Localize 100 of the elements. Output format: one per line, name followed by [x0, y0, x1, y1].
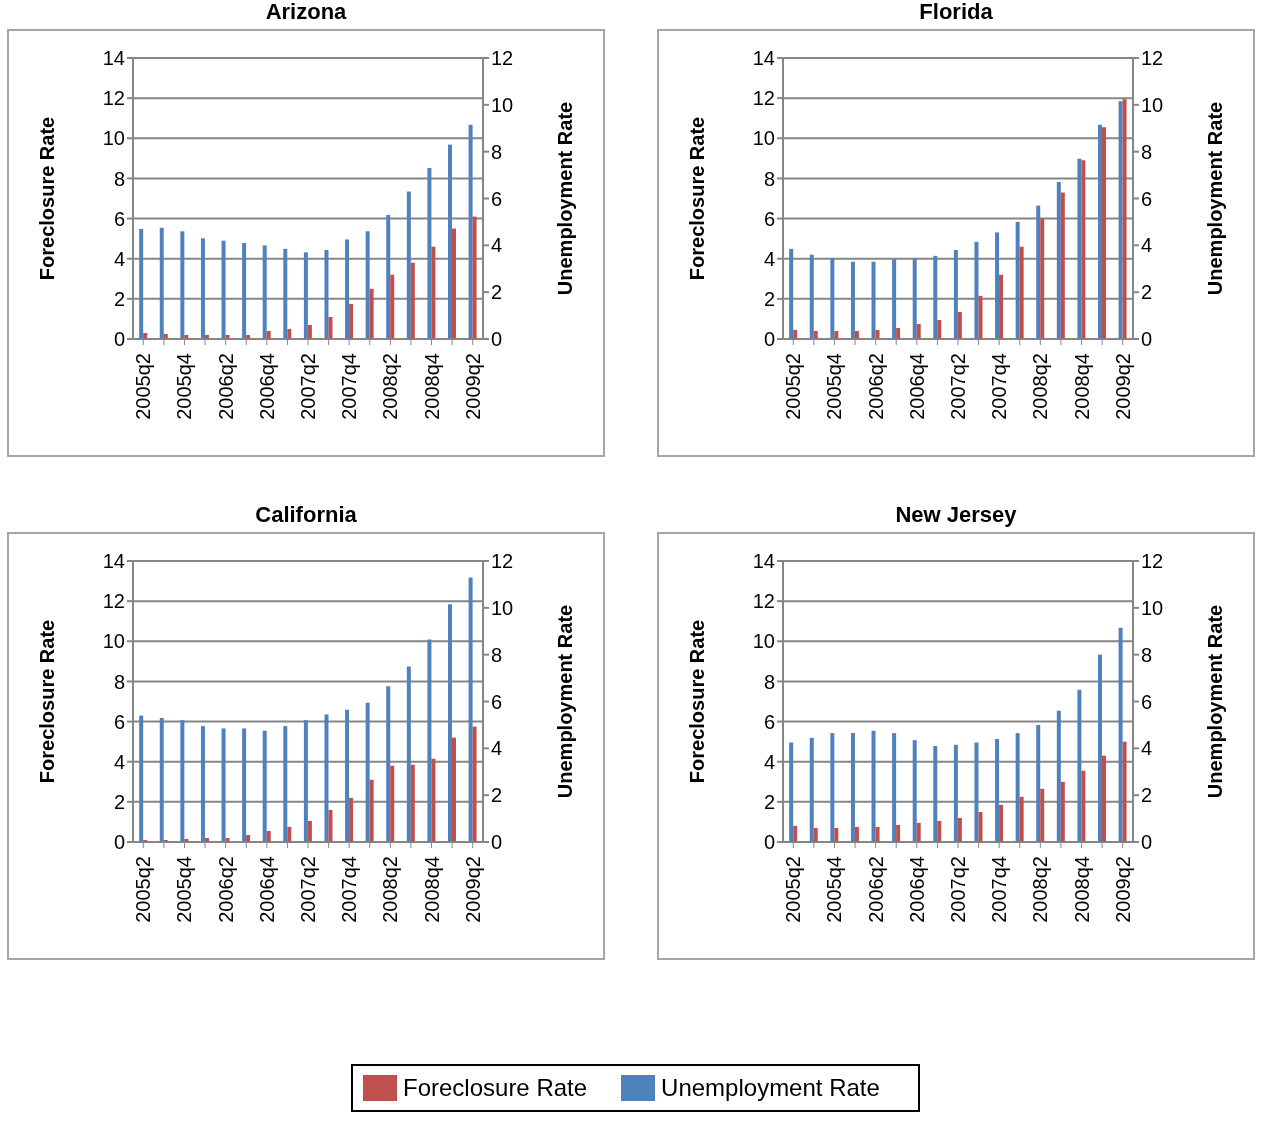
x-tick-label: 2006q2 [214, 353, 237, 420]
bar [221, 240, 226, 339]
y2-axis-title: Unemployment Rate [1204, 604, 1227, 799]
y2-tick-label: 2 [491, 281, 503, 304]
y-tick-label: 2 [763, 287, 775, 310]
x-tick-label: 2009q2 [1111, 353, 1134, 420]
bar [953, 744, 958, 842]
y2-axis-title: Unemployment Rate [554, 101, 577, 296]
x-tick-label: 2006q4 [255, 353, 278, 420]
y2-tick-label: 6 [1141, 690, 1153, 713]
y-tick-label: 6 [763, 710, 775, 733]
y-tick-label: 12 [752, 590, 775, 613]
bar [345, 709, 350, 842]
bar [283, 726, 288, 842]
x-tick-label: 2006q4 [905, 353, 928, 420]
bar [159, 227, 164, 339]
x-tick-label: 2006q2 [214, 856, 237, 923]
y2-tick-label: 10 [491, 596, 514, 619]
y2-tick-label: 8 [1141, 140, 1153, 163]
bar [916, 323, 921, 339]
y2-tick-label: 10 [491, 93, 514, 116]
y-tick-label: 0 [113, 328, 125, 351]
bar [892, 733, 897, 842]
x-tick-label: 2008q2 [379, 856, 402, 923]
bar [139, 715, 144, 842]
bar [328, 316, 333, 339]
x-tick-label: 2008q2 [1029, 353, 1052, 420]
y2-tick-label: 0 [1141, 328, 1153, 351]
bar [957, 311, 962, 339]
bar [262, 245, 267, 339]
bar [266, 830, 271, 842]
bar [1098, 654, 1102, 842]
y-tick-label: 10 [102, 127, 125, 150]
y-tick-label: 10 [752, 127, 775, 150]
chart-title: California [254, 502, 358, 529]
bar [892, 259, 897, 339]
bar [957, 817, 962, 842]
legend-label: Unemployment Rate [661, 1074, 880, 1102]
bar [937, 820, 942, 842]
legend-label: Foreclosure Rate [403, 1074, 588, 1102]
x-tick-label: 2008q2 [379, 353, 402, 420]
bar [200, 238, 205, 339]
bar [242, 728, 247, 842]
y2-tick-label: 2 [1141, 784, 1153, 807]
bar [995, 738, 1000, 842]
bar [813, 827, 818, 842]
x-tick-label: 2005q2 [132, 856, 155, 923]
bar [221, 728, 226, 842]
y2-tick-label: 4 [491, 737, 503, 760]
bar [793, 825, 798, 842]
bar [830, 733, 835, 842]
x-tick-label: 2007q4 [338, 856, 361, 923]
bar [850, 261, 855, 339]
y2-tick-label: 12 [1141, 550, 1164, 573]
bar [427, 639, 432, 842]
bar [303, 720, 308, 842]
bar [1118, 627, 1123, 842]
y-tick-label: 10 [752, 630, 775, 653]
bar [365, 702, 370, 842]
y2-tick-label: 8 [491, 140, 503, 163]
x-tick-label: 2005q4 [823, 353, 846, 420]
bar [180, 720, 185, 842]
y-tick-label: 8 [763, 167, 775, 190]
bar [328, 809, 333, 842]
bar [854, 826, 859, 842]
y-axis-title: Foreclosure Rate [36, 619, 59, 784]
y-tick-label: 12 [102, 87, 125, 110]
x-tick-label: 2006q4 [255, 856, 278, 923]
y2-tick-label: 2 [1141, 281, 1153, 304]
bar [307, 820, 312, 842]
y2-tick-label: 12 [491, 550, 514, 573]
y2-tick-label: 8 [1141, 643, 1153, 666]
y-tick-label: 0 [763, 831, 775, 854]
x-tick-label: 2005q4 [823, 856, 846, 923]
bar [978, 811, 983, 842]
x-tick-label: 2007q4 [338, 353, 361, 420]
bar [345, 239, 350, 339]
x-tick-label: 2005q4 [173, 856, 196, 923]
bar [1015, 733, 1020, 842]
x-tick-label: 2007q2 [947, 856, 969, 923]
bar [242, 242, 247, 339]
bar [324, 250, 329, 339]
y2-tick-label: 12 [1141, 47, 1164, 70]
y-tick-label: 14 [752, 550, 775, 573]
bar [789, 248, 794, 339]
bar [871, 730, 876, 842]
bar [896, 327, 901, 339]
y-tick-label: 12 [752, 87, 775, 110]
y-tick-label: 12 [102, 590, 125, 613]
bar [974, 742, 979, 842]
x-tick-label: 2008q4 [420, 353, 443, 420]
bar [912, 740, 917, 842]
bar [468, 577, 473, 842]
y2-tick-label: 8 [491, 643, 503, 666]
bar [307, 324, 312, 339]
x-tick-label: 2009q2 [461, 353, 484, 420]
bar [974, 241, 979, 339]
y2-axis-title: Unemployment Rate [554, 604, 577, 799]
y2-tick-label: 10 [1141, 93, 1164, 116]
x-tick-label: 2007q2 [297, 856, 319, 923]
